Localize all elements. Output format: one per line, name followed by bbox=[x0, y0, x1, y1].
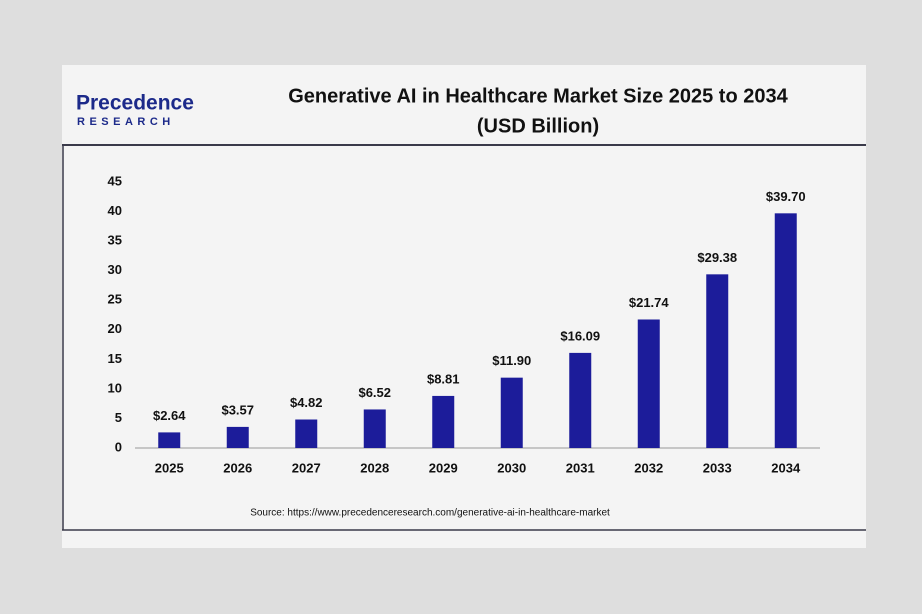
bar bbox=[432, 395, 455, 448]
x-tick-label: 2034 bbox=[771, 460, 801, 475]
y-tick-label: 5 bbox=[115, 410, 122, 425]
y-tick-label: 30 bbox=[108, 262, 122, 277]
x-tick-label: 2025 bbox=[155, 460, 184, 475]
value-label: $21.74 bbox=[629, 295, 670, 310]
x-tick-label: 2028 bbox=[360, 460, 389, 475]
bar bbox=[500, 377, 523, 448]
x-tick-label: 2031 bbox=[566, 460, 595, 475]
y-tick-label: 25 bbox=[108, 292, 122, 307]
y-tick-label: 20 bbox=[108, 321, 122, 336]
card bbox=[62, 65, 866, 548]
bar bbox=[637, 319, 660, 448]
bar bbox=[158, 432, 181, 448]
value-label: $3.57 bbox=[221, 402, 254, 417]
source-note: Source: https://www.precedenceresearch.c… bbox=[250, 508, 610, 519]
value-label: $4.82 bbox=[290, 395, 323, 410]
value-label: $8.81 bbox=[427, 371, 460, 386]
x-tick-label: 2032 bbox=[634, 460, 663, 475]
logo-name: Precedence bbox=[76, 92, 194, 115]
value-label: $39.70 bbox=[766, 189, 806, 204]
chart-subtitle: (USD Billion) bbox=[477, 115, 599, 137]
y-tick-label: 0 bbox=[115, 439, 122, 454]
bar bbox=[569, 352, 592, 448]
value-label: $16.09 bbox=[560, 328, 600, 343]
x-tick-label: 2026 bbox=[223, 460, 252, 475]
y-tick-label: 10 bbox=[108, 380, 122, 395]
y-tick-label: 40 bbox=[108, 203, 122, 218]
logo-tagline: RESEARCH bbox=[77, 116, 175, 128]
x-tick-label: 2030 bbox=[497, 460, 526, 475]
value-label: $6.52 bbox=[358, 385, 391, 400]
bar bbox=[363, 409, 386, 448]
value-label: $29.38 bbox=[697, 250, 737, 265]
x-tick-label: 2027 bbox=[292, 460, 321, 475]
bar bbox=[774, 213, 797, 448]
y-tick-label: 35 bbox=[108, 233, 122, 248]
x-tick-label: 2029 bbox=[429, 460, 458, 475]
y-tick-label: 15 bbox=[108, 351, 122, 366]
bar bbox=[226, 426, 249, 448]
bar bbox=[295, 419, 318, 448]
value-label: $11.90 bbox=[492, 353, 531, 368]
value-label: $2.64 bbox=[153, 408, 186, 423]
chart-title: Generative AI in Healthcare Market Size … bbox=[288, 85, 788, 107]
x-tick-label: 2033 bbox=[703, 460, 732, 475]
y-tick-label: 45 bbox=[108, 173, 122, 188]
bar bbox=[706, 274, 729, 448]
